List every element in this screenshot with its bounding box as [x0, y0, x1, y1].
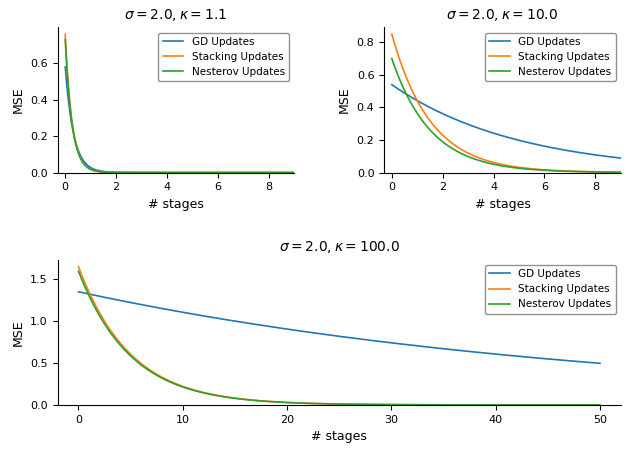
Y-axis label: MSE: MSE — [12, 319, 25, 346]
GD Updates — [255, 170, 262, 175]
GD Updates — [524, 140, 532, 145]
Stacking Updates — [385, 402, 393, 407]
Nesterov Updates — [61, 37, 69, 42]
Stacking Updates — [291, 170, 298, 175]
Line: Stacking Updates: Stacking Updates — [392, 34, 621, 172]
Stacking Updates — [502, 402, 509, 408]
Nesterov Updates — [524, 167, 532, 172]
Stacking Updates — [325, 401, 333, 407]
GD Updates — [581, 151, 589, 156]
Nesterov Updates — [269, 170, 276, 175]
GD Updates — [617, 155, 625, 161]
Stacking Updates — [528, 166, 536, 172]
X-axis label: # stages: # stages — [311, 430, 367, 443]
Nesterov Updates — [325, 401, 333, 407]
Stacking Updates — [323, 401, 330, 406]
GD Updates — [62, 74, 70, 79]
Legend: GD Updates, Stacking Updates, Nesterov Updates: GD Updates, Stacking Updates, Nesterov U… — [485, 265, 616, 313]
GD Updates — [388, 82, 396, 88]
Stacking Updates — [388, 31, 396, 37]
GD Updates — [356, 336, 364, 342]
GD Updates — [388, 82, 396, 87]
Stacking Updates — [581, 169, 589, 174]
GD Updates — [528, 141, 536, 146]
Nesterov Updates — [596, 402, 604, 408]
GD Updates — [524, 140, 531, 145]
Stacking Updates — [202, 170, 209, 175]
Legend: GD Updates, Stacking Updates, Nesterov Updates: GD Updates, Stacking Updates, Nesterov U… — [485, 32, 616, 81]
Stacking Updates — [61, 31, 69, 37]
GD Updates — [75, 289, 83, 294]
GD Updates — [323, 332, 330, 337]
GD Updates — [202, 170, 209, 175]
Nesterov Updates — [323, 401, 330, 406]
Line: Nesterov Updates: Nesterov Updates — [65, 40, 294, 172]
Line: GD Updates: GD Updates — [79, 292, 600, 363]
Title: $\sigma = 2.0, \kappa = 100.0$: $\sigma = 2.0, \kappa = 100.0$ — [279, 239, 399, 255]
Stacking Updates — [75, 264, 83, 269]
Nesterov Updates — [584, 402, 591, 408]
X-axis label: # stages: # stages — [148, 198, 204, 211]
Nesterov Updates — [255, 170, 262, 175]
GD Updates — [269, 170, 276, 175]
Title: $\sigma = 2.0, \kappa = 1.1$: $\sigma = 2.0, \kappa = 1.1$ — [124, 7, 227, 23]
GD Updates — [595, 153, 603, 158]
GD Updates — [584, 359, 591, 365]
Stacking Updates — [62, 46, 70, 52]
Nesterov Updates — [581, 169, 589, 174]
Stacking Updates — [356, 402, 364, 407]
Nesterov Updates — [62, 51, 70, 56]
GD Updates — [385, 340, 393, 345]
Nesterov Updates — [502, 402, 509, 408]
Nesterov Updates — [75, 268, 83, 274]
Stacking Updates — [269, 170, 276, 175]
Line: Stacking Updates: Stacking Updates — [79, 267, 600, 405]
GD Updates — [198, 170, 205, 175]
GD Updates — [596, 360, 604, 366]
Line: Nesterov Updates: Nesterov Updates — [392, 59, 621, 172]
Nesterov Updates — [528, 167, 536, 172]
Nesterov Updates — [291, 170, 298, 175]
Nesterov Updates — [617, 170, 625, 175]
Line: Stacking Updates: Stacking Updates — [65, 34, 294, 172]
Nesterov Updates — [356, 402, 364, 407]
Nesterov Updates — [595, 169, 603, 175]
Stacking Updates — [596, 402, 604, 408]
Stacking Updates — [584, 402, 591, 408]
Nesterov Updates — [388, 58, 396, 64]
Y-axis label: MSE: MSE — [338, 86, 351, 113]
GD Updates — [61, 64, 69, 70]
GD Updates — [502, 352, 509, 358]
Stacking Updates — [388, 34, 396, 40]
Stacking Updates — [255, 170, 262, 175]
X-axis label: # stages: # stages — [474, 198, 531, 211]
GD Updates — [291, 170, 298, 175]
Stacking Updates — [524, 166, 531, 171]
Nesterov Updates — [385, 402, 393, 407]
GD Updates — [325, 332, 333, 338]
Line: GD Updates: GD Updates — [65, 67, 294, 172]
Nesterov Updates — [197, 170, 205, 175]
Stacking Updates — [617, 169, 625, 175]
Nesterov Updates — [198, 170, 205, 175]
Stacking Updates — [524, 166, 532, 171]
Title: $\sigma = 2.0, \kappa = 10.0$: $\sigma = 2.0, \kappa = 10.0$ — [447, 7, 559, 23]
Legend: GD Updates, Stacking Updates, Nesterov Updates: GD Updates, Stacking Updates, Nesterov U… — [159, 32, 289, 81]
Nesterov Updates — [524, 167, 531, 172]
Nesterov Updates — [388, 56, 396, 61]
Line: Nesterov Updates: Nesterov Updates — [79, 271, 600, 405]
GD Updates — [197, 170, 205, 175]
Y-axis label: MSE: MSE — [12, 86, 24, 113]
Stacking Updates — [595, 169, 603, 175]
Stacking Updates — [197, 170, 205, 175]
Nesterov Updates — [202, 170, 209, 175]
Stacking Updates — [198, 170, 205, 175]
Line: GD Updates: GD Updates — [392, 85, 621, 158]
